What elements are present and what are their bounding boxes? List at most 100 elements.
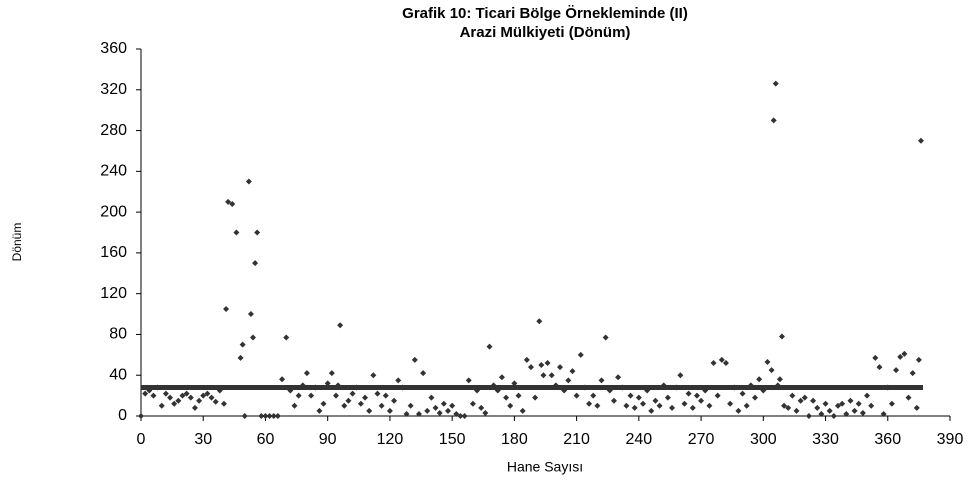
point [818, 410, 825, 417]
point [362, 394, 369, 401]
point [395, 377, 402, 384]
point [403, 410, 410, 417]
point [486, 343, 493, 350]
point [810, 397, 817, 404]
point [656, 402, 663, 409]
point [664, 394, 671, 401]
point [532, 394, 539, 401]
point [138, 413, 144, 419]
point [332, 392, 339, 399]
point [187, 394, 194, 401]
point [320, 400, 327, 407]
x-tick-label: 330 [812, 431, 839, 448]
x-tick-label: 30 [194, 431, 212, 448]
chart-title: Grafik 10: Ticari Bölge Örnekleminde (II… [402, 5, 688, 22]
point [519, 407, 526, 414]
point [652, 397, 659, 404]
point [770, 117, 777, 124]
point [239, 341, 246, 348]
point [635, 394, 642, 401]
point [602, 334, 609, 341]
point [179, 392, 186, 399]
point [415, 410, 422, 417]
point [864, 392, 871, 399]
point [789, 392, 796, 399]
point [793, 407, 800, 414]
point [540, 372, 547, 379]
point [573, 392, 580, 399]
point [847, 397, 854, 404]
point [536, 318, 543, 325]
y-tick-label: 200 [100, 203, 127, 220]
point [279, 376, 286, 383]
point [743, 402, 750, 409]
point [337, 322, 344, 329]
point [212, 398, 219, 405]
point [424, 407, 431, 414]
point [382, 392, 389, 399]
point [859, 409, 866, 416]
point [233, 229, 240, 236]
point [357, 400, 364, 407]
point [428, 394, 435, 401]
point [610, 397, 617, 404]
point [200, 392, 207, 399]
point [270, 413, 277, 419]
point [781, 402, 788, 409]
point [498, 374, 505, 381]
point [150, 392, 157, 399]
point [469, 400, 476, 407]
point [378, 402, 385, 409]
point [710, 359, 717, 366]
point [888, 400, 895, 407]
point [569, 368, 576, 375]
point [872, 354, 879, 361]
point [681, 400, 688, 407]
x-tick-label: 180 [501, 431, 528, 448]
point [897, 353, 904, 360]
y-tick-label: 360 [100, 40, 127, 57]
point [590, 392, 597, 399]
point [386, 407, 393, 414]
point [295, 392, 302, 399]
point [834, 402, 841, 409]
point [241, 413, 248, 419]
point [445, 407, 452, 414]
point [349, 390, 356, 397]
point [623, 402, 630, 409]
point [420, 370, 427, 377]
x-tick-label: 390 [937, 431, 964, 448]
point [778, 333, 785, 340]
point [366, 407, 373, 414]
point [250, 334, 257, 341]
chart-subtitle: Arazi Mülkiyeti (Dönüm) [460, 24, 631, 41]
point [391, 397, 398, 404]
point [237, 354, 244, 361]
y-tick-label: 320 [100, 81, 127, 98]
point [262, 413, 269, 419]
point [432, 404, 439, 411]
point [407, 402, 414, 409]
point [797, 397, 804, 404]
point [482, 409, 489, 416]
y-tick-label: 40 [109, 366, 127, 383]
point [826, 407, 833, 414]
point [196, 397, 203, 404]
point [689, 404, 696, 411]
point [247, 311, 254, 318]
y-tick-label: 120 [100, 285, 127, 302]
x-tick-label: 90 [319, 431, 337, 448]
point [915, 356, 922, 363]
point [917, 137, 924, 144]
point [785, 404, 792, 411]
point [722, 359, 729, 366]
point [308, 392, 315, 399]
point [577, 351, 584, 358]
x-tick-label: 300 [750, 431, 777, 448]
point [167, 394, 174, 401]
point [191, 404, 198, 411]
point [223, 305, 230, 312]
x-tick-label: 210 [563, 431, 590, 448]
point [677, 372, 684, 379]
